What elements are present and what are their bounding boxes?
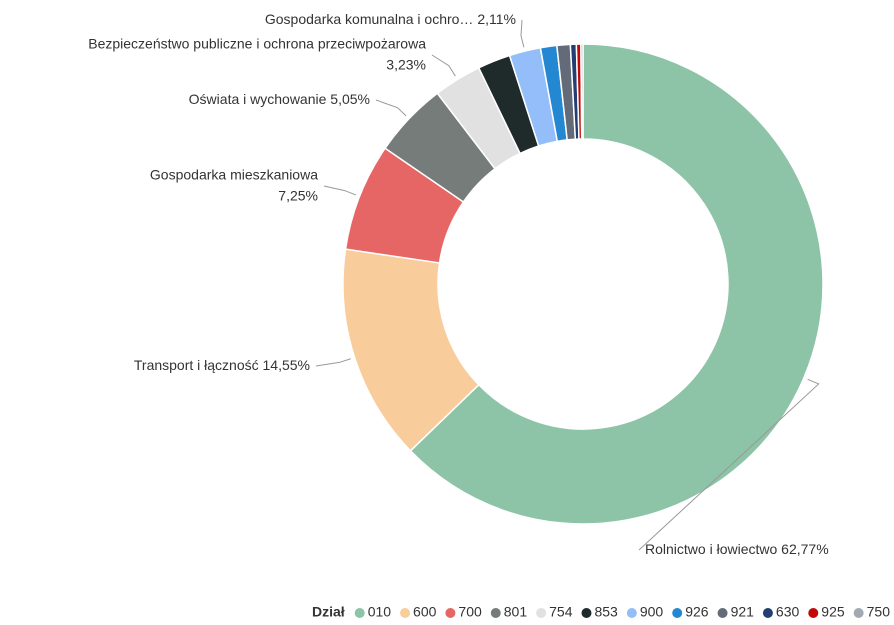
- slice-value-label: 2,11%: [477, 11, 516, 27]
- legend-title: Dział: [312, 604, 345, 620]
- leader-line: [638, 378, 820, 551]
- legend-label: 700: [458, 604, 482, 620]
- leader-line: [323, 185, 357, 196]
- legend-marker: [672, 608, 683, 618]
- legend-label: 754: [549, 604, 573, 620]
- leader-line: [375, 99, 407, 117]
- legend-marker: [536, 608, 547, 618]
- leader-line: [431, 54, 456, 77]
- legend-label: 630: [776, 604, 800, 620]
- slice-value-label: 5,05%: [330, 91, 370, 107]
- legend-label: 926: [685, 604, 709, 620]
- legend-marker: [853, 608, 864, 618]
- legend-label: 801: [504, 604, 528, 620]
- legend-marker: [400, 608, 411, 618]
- legend-label: 900: [640, 604, 664, 620]
- slice-value-label: 7,25%: [278, 188, 318, 204]
- slice-value-label: 62,77%: [781, 541, 828, 557]
- donut-slice: [580, 43, 584, 140]
- legend-label: 925: [821, 604, 845, 620]
- legend-label: 921: [731, 604, 755, 620]
- legend-marker: [717, 608, 728, 618]
- legend-label: 750: [867, 604, 891, 620]
- legend-marker: [354, 608, 365, 618]
- leader-line: [315, 358, 351, 367]
- slice-label: Oświata i wychowanie: [189, 91, 327, 107]
- slice-label-group: Rolnictwo i łowiectwo 62,77%: [645, 541, 829, 557]
- slice-label: Gospodarka mieszkaniowa: [150, 167, 318, 183]
- legend-label: 010: [368, 604, 392, 620]
- donut-slice: [409, 43, 824, 525]
- legend-marker: [581, 608, 592, 618]
- slice-label-group: Transport i łączność 14,55%: [134, 357, 310, 373]
- legend-marker: [490, 608, 501, 618]
- slice-label: Gospodarka komunalna i ochro…: [265, 11, 474, 27]
- slice-label: Bezpieczeństwo publiczne i ochrona przec…: [88, 36, 426, 52]
- slice-label: Rolnictwo i łowiectwo: [645, 541, 777, 557]
- slice-label: Transport i łączność: [134, 357, 259, 373]
- slice-value-label: 14,55%: [263, 357, 310, 373]
- legend-marker: [445, 608, 456, 618]
- slice-label-group: Gospodarka komunalna i ochro… 2,11%: [265, 11, 516, 27]
- legend-marker: [626, 608, 637, 618]
- legend-marker: [808, 608, 819, 618]
- legend-label: 853: [594, 604, 618, 620]
- legend-label: 600: [413, 604, 437, 620]
- slice-value-label: 3,23%: [386, 57, 426, 73]
- leader-line: [520, 19, 525, 48]
- legend: Dział 010 600 700 801 754 853 900 926 921 630 925 75…: [312, 604, 890, 620]
- legend-marker: [762, 608, 773, 618]
- slice-label-group: Oświata i wychowanie 5,05%: [189, 91, 370, 107]
